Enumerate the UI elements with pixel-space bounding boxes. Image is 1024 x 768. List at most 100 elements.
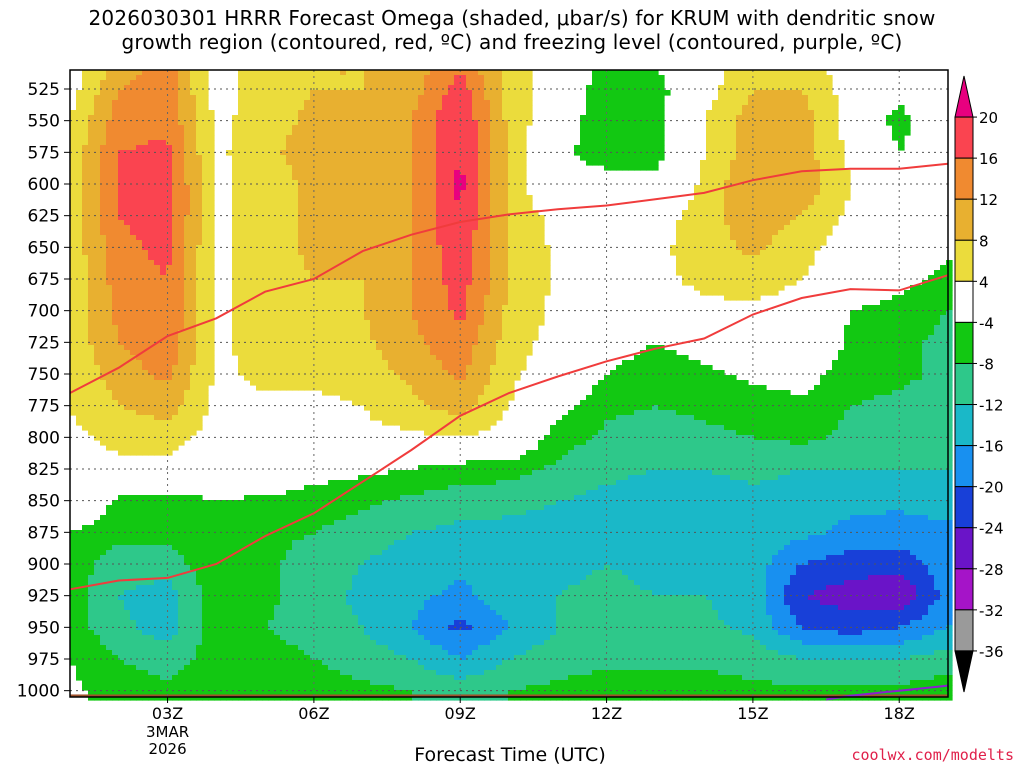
omega-cell xyxy=(730,190,737,196)
omega-cell xyxy=(778,90,785,96)
omega-cell xyxy=(382,215,389,221)
omega-cell xyxy=(784,205,791,211)
omega-cell xyxy=(322,140,329,146)
omega-cell xyxy=(334,295,341,301)
omega-cell xyxy=(166,205,173,211)
omega-cell xyxy=(418,280,425,286)
omega-cell xyxy=(754,120,761,126)
omega-cell xyxy=(124,110,131,116)
omega-cell xyxy=(70,220,77,226)
omega-cell xyxy=(508,175,515,181)
omega-cell xyxy=(334,205,341,211)
omega-cell xyxy=(400,130,407,136)
omega-cell xyxy=(112,90,119,96)
omega-cell xyxy=(178,225,185,231)
omega-cell xyxy=(448,85,455,91)
omega-cell xyxy=(106,300,113,306)
omega-cell xyxy=(376,285,383,291)
omega-cell xyxy=(298,135,305,141)
omega-cell xyxy=(250,115,257,121)
omega-cell xyxy=(382,220,389,226)
omega-cell xyxy=(418,275,425,281)
omega-cell xyxy=(166,90,173,96)
omega-cell xyxy=(514,260,521,266)
omega-cell xyxy=(412,310,419,316)
omega-cell xyxy=(388,205,395,211)
omega-cell xyxy=(262,200,269,206)
omega-cell xyxy=(640,120,647,126)
omega-cell xyxy=(748,90,755,96)
omega-cell xyxy=(172,180,179,186)
omega-cell xyxy=(124,185,131,191)
omega-cell xyxy=(502,135,509,141)
omega-cell xyxy=(652,85,659,91)
omega-cell xyxy=(718,275,725,281)
omega-cell xyxy=(730,255,737,261)
omega-cell xyxy=(208,110,215,116)
omega-cell xyxy=(748,225,755,231)
omega-cell xyxy=(472,195,479,201)
omega-cell xyxy=(904,305,911,311)
omega-cell xyxy=(634,115,641,121)
omega-cell xyxy=(784,150,791,156)
omega-cell xyxy=(472,185,479,191)
omega-cell xyxy=(382,70,389,76)
omega-cell xyxy=(334,190,341,196)
omega-cell xyxy=(160,180,167,186)
omega-cell xyxy=(310,175,317,181)
omega-cell xyxy=(748,295,755,301)
omega-cell xyxy=(376,305,383,311)
omega-cell xyxy=(508,305,515,311)
omega-cell xyxy=(508,140,515,146)
omega-cell xyxy=(880,305,887,311)
omega-cell xyxy=(358,205,365,211)
omega-cell xyxy=(418,270,425,276)
omega-cell xyxy=(784,125,791,131)
omega-cell xyxy=(88,235,95,241)
omega-cell xyxy=(370,305,377,311)
omega-cell xyxy=(256,70,263,76)
omega-cell xyxy=(844,185,851,191)
omega-cell xyxy=(364,305,371,311)
omega-cell xyxy=(280,275,287,281)
omega-cell xyxy=(538,225,545,231)
omega-cell xyxy=(748,155,755,161)
omega-cell xyxy=(310,70,317,76)
omega-cell xyxy=(298,225,305,231)
omega-cell xyxy=(430,275,437,281)
omega-cell xyxy=(802,265,809,271)
omega-cell xyxy=(388,275,395,281)
omega-cell xyxy=(118,220,125,226)
omega-cell xyxy=(154,85,161,91)
omega-cell xyxy=(196,275,203,281)
omega-cell xyxy=(244,200,251,206)
omega-cell xyxy=(202,215,209,221)
omega-cell xyxy=(172,185,179,191)
omega-cell xyxy=(490,190,497,196)
omega-cell xyxy=(304,265,311,271)
omega-cell xyxy=(694,205,701,211)
omega-cell xyxy=(196,295,203,301)
omega-cell xyxy=(262,210,269,216)
omega-cell xyxy=(364,300,371,306)
omega-cell xyxy=(628,105,635,111)
omega-cell xyxy=(340,190,347,196)
omega-cell xyxy=(358,135,365,141)
omega-cell xyxy=(388,170,395,176)
omega-cell xyxy=(730,205,737,211)
omega-cell xyxy=(370,115,377,121)
omega-cell xyxy=(514,285,521,291)
omega-cell xyxy=(790,190,797,196)
omega-cell xyxy=(400,70,407,76)
omega-cell xyxy=(310,245,317,251)
omega-cell xyxy=(142,160,149,166)
omega-cell xyxy=(790,245,797,251)
omega-cell xyxy=(766,80,773,86)
omega-cell xyxy=(802,205,809,211)
omega-cell xyxy=(478,190,485,196)
omega-cell xyxy=(358,220,365,226)
omega-cell xyxy=(130,170,137,176)
omega-cell xyxy=(178,70,185,76)
omega-cell xyxy=(424,165,431,171)
omega-cell xyxy=(424,110,431,116)
